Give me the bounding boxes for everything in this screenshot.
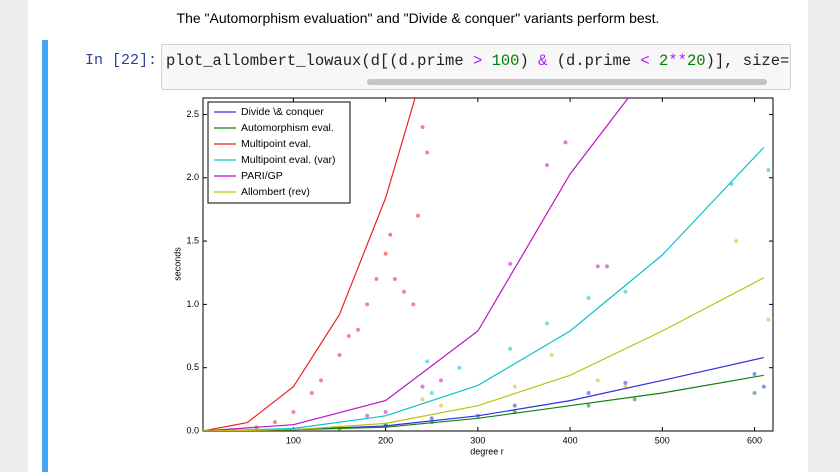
data-point bbox=[346, 334, 351, 339]
legend-label: Divide \& conquer bbox=[241, 106, 324, 118]
y-tick-label: 0.0 bbox=[186, 425, 199, 435]
y-axis-label: seconds bbox=[172, 247, 182, 281]
data-point bbox=[545, 321, 550, 326]
legend-label: Multipoint eval. bbox=[241, 138, 311, 150]
code-token: plot_allombert_lowaux(d[(d.prime bbox=[166, 52, 473, 70]
scrollbar[interactable] bbox=[367, 79, 767, 85]
y-tick-label: 2.0 bbox=[186, 172, 199, 182]
data-point bbox=[512, 384, 517, 389]
code-token: > bbox=[472, 52, 483, 70]
code-token: 100 bbox=[491, 52, 520, 70]
data-point bbox=[508, 261, 513, 266]
fit-line bbox=[203, 98, 629, 431]
data-point bbox=[272, 420, 277, 425]
data-point bbox=[420, 397, 425, 402]
data-point bbox=[337, 353, 342, 358]
data-point bbox=[586, 403, 591, 408]
data-point bbox=[425, 359, 430, 364]
data-point bbox=[623, 289, 628, 294]
y-tick-label: 2.5 bbox=[186, 109, 199, 119]
data-point bbox=[586, 391, 591, 396]
data-point bbox=[429, 391, 434, 396]
code-token: ) bbox=[519, 52, 539, 70]
data-point bbox=[766, 168, 771, 173]
y-tick-label: 1.0 bbox=[186, 299, 199, 309]
y-tick-label: 0.5 bbox=[186, 362, 199, 372]
legend-label: Allombert (rev) bbox=[241, 186, 310, 198]
x-tick-label: 300 bbox=[470, 435, 485, 445]
data-point bbox=[411, 302, 416, 307]
data-point bbox=[604, 264, 609, 269]
markdown-text: The "Automorphism evaluation" and "Divid… bbox=[176, 10, 660, 26]
legend-label: PARI/GP bbox=[241, 170, 283, 182]
data-point bbox=[595, 264, 600, 269]
x-tick-label: 200 bbox=[378, 435, 393, 445]
data-point bbox=[365, 302, 370, 307]
data-point bbox=[383, 410, 388, 415]
fit-line bbox=[203, 98, 416, 431]
data-point bbox=[425, 150, 430, 155]
data-point bbox=[415, 213, 420, 218]
x-tick-label: 500 bbox=[655, 435, 670, 445]
data-point bbox=[508, 346, 513, 351]
cell-indicator bbox=[42, 40, 48, 472]
data-point bbox=[420, 384, 425, 389]
data-point bbox=[438, 403, 443, 408]
data-point bbox=[549, 353, 554, 358]
code-token: (d.prime bbox=[547, 52, 641, 70]
data-point bbox=[309, 391, 314, 396]
code-token: 2 bbox=[659, 52, 669, 70]
code-token: & bbox=[538, 52, 548, 70]
data-point bbox=[429, 416, 434, 421]
data-point bbox=[632, 397, 637, 402]
legend: Divide \& conquer Automorphism eval. Multi… bbox=[207, 101, 351, 204]
data-point bbox=[402, 289, 407, 294]
data-point bbox=[545, 163, 550, 168]
data-point bbox=[752, 391, 757, 396]
y-tick-label: 1.5 bbox=[186, 235, 199, 245]
data-point bbox=[512, 403, 517, 408]
data-point bbox=[291, 410, 296, 415]
code-token: ** bbox=[668, 52, 687, 70]
legend-box bbox=[207, 101, 351, 204]
code-token: )], size=( bbox=[705, 52, 791, 70]
data-point bbox=[388, 232, 393, 237]
data-point bbox=[319, 378, 324, 383]
fit-line bbox=[203, 277, 765, 431]
legend-label: Automorphism eval. bbox=[241, 122, 334, 134]
data-point bbox=[383, 251, 388, 256]
data-point bbox=[734, 239, 739, 244]
data-point bbox=[752, 372, 757, 377]
data-point bbox=[563, 140, 568, 145]
data-point bbox=[766, 317, 771, 322]
data-point bbox=[586, 296, 591, 301]
fit-line bbox=[203, 146, 765, 431]
legend-label: Multipoint eval. (var) bbox=[241, 154, 336, 166]
x-tick-label: 400 bbox=[563, 435, 578, 445]
input-prompt: In [22]: bbox=[85, 52, 158, 69]
data-point bbox=[761, 384, 766, 389]
code-line: plot_allombert_lowaux(d[(d.prime > 100) … bbox=[166, 52, 791, 70]
data-point bbox=[365, 413, 370, 418]
x-tick-label: 600 bbox=[747, 435, 762, 445]
data-point bbox=[457, 365, 462, 370]
code-token: < bbox=[640, 52, 650, 70]
x-tick-label: 100 bbox=[286, 435, 301, 445]
data-point bbox=[420, 125, 425, 130]
code-input[interactable]: plot_allombert_lowaux(d[(d.prime > 100) … bbox=[161, 44, 791, 90]
data-point bbox=[374, 277, 379, 282]
data-point bbox=[355, 327, 360, 332]
data-point bbox=[623, 380, 628, 385]
data-point bbox=[595, 378, 600, 383]
data-point bbox=[438, 378, 443, 383]
x-axis-label: degree r bbox=[470, 446, 504, 456]
plot-layer bbox=[203, 98, 771, 431]
code-token: 20 bbox=[686, 52, 706, 70]
data-point bbox=[392, 277, 397, 282]
